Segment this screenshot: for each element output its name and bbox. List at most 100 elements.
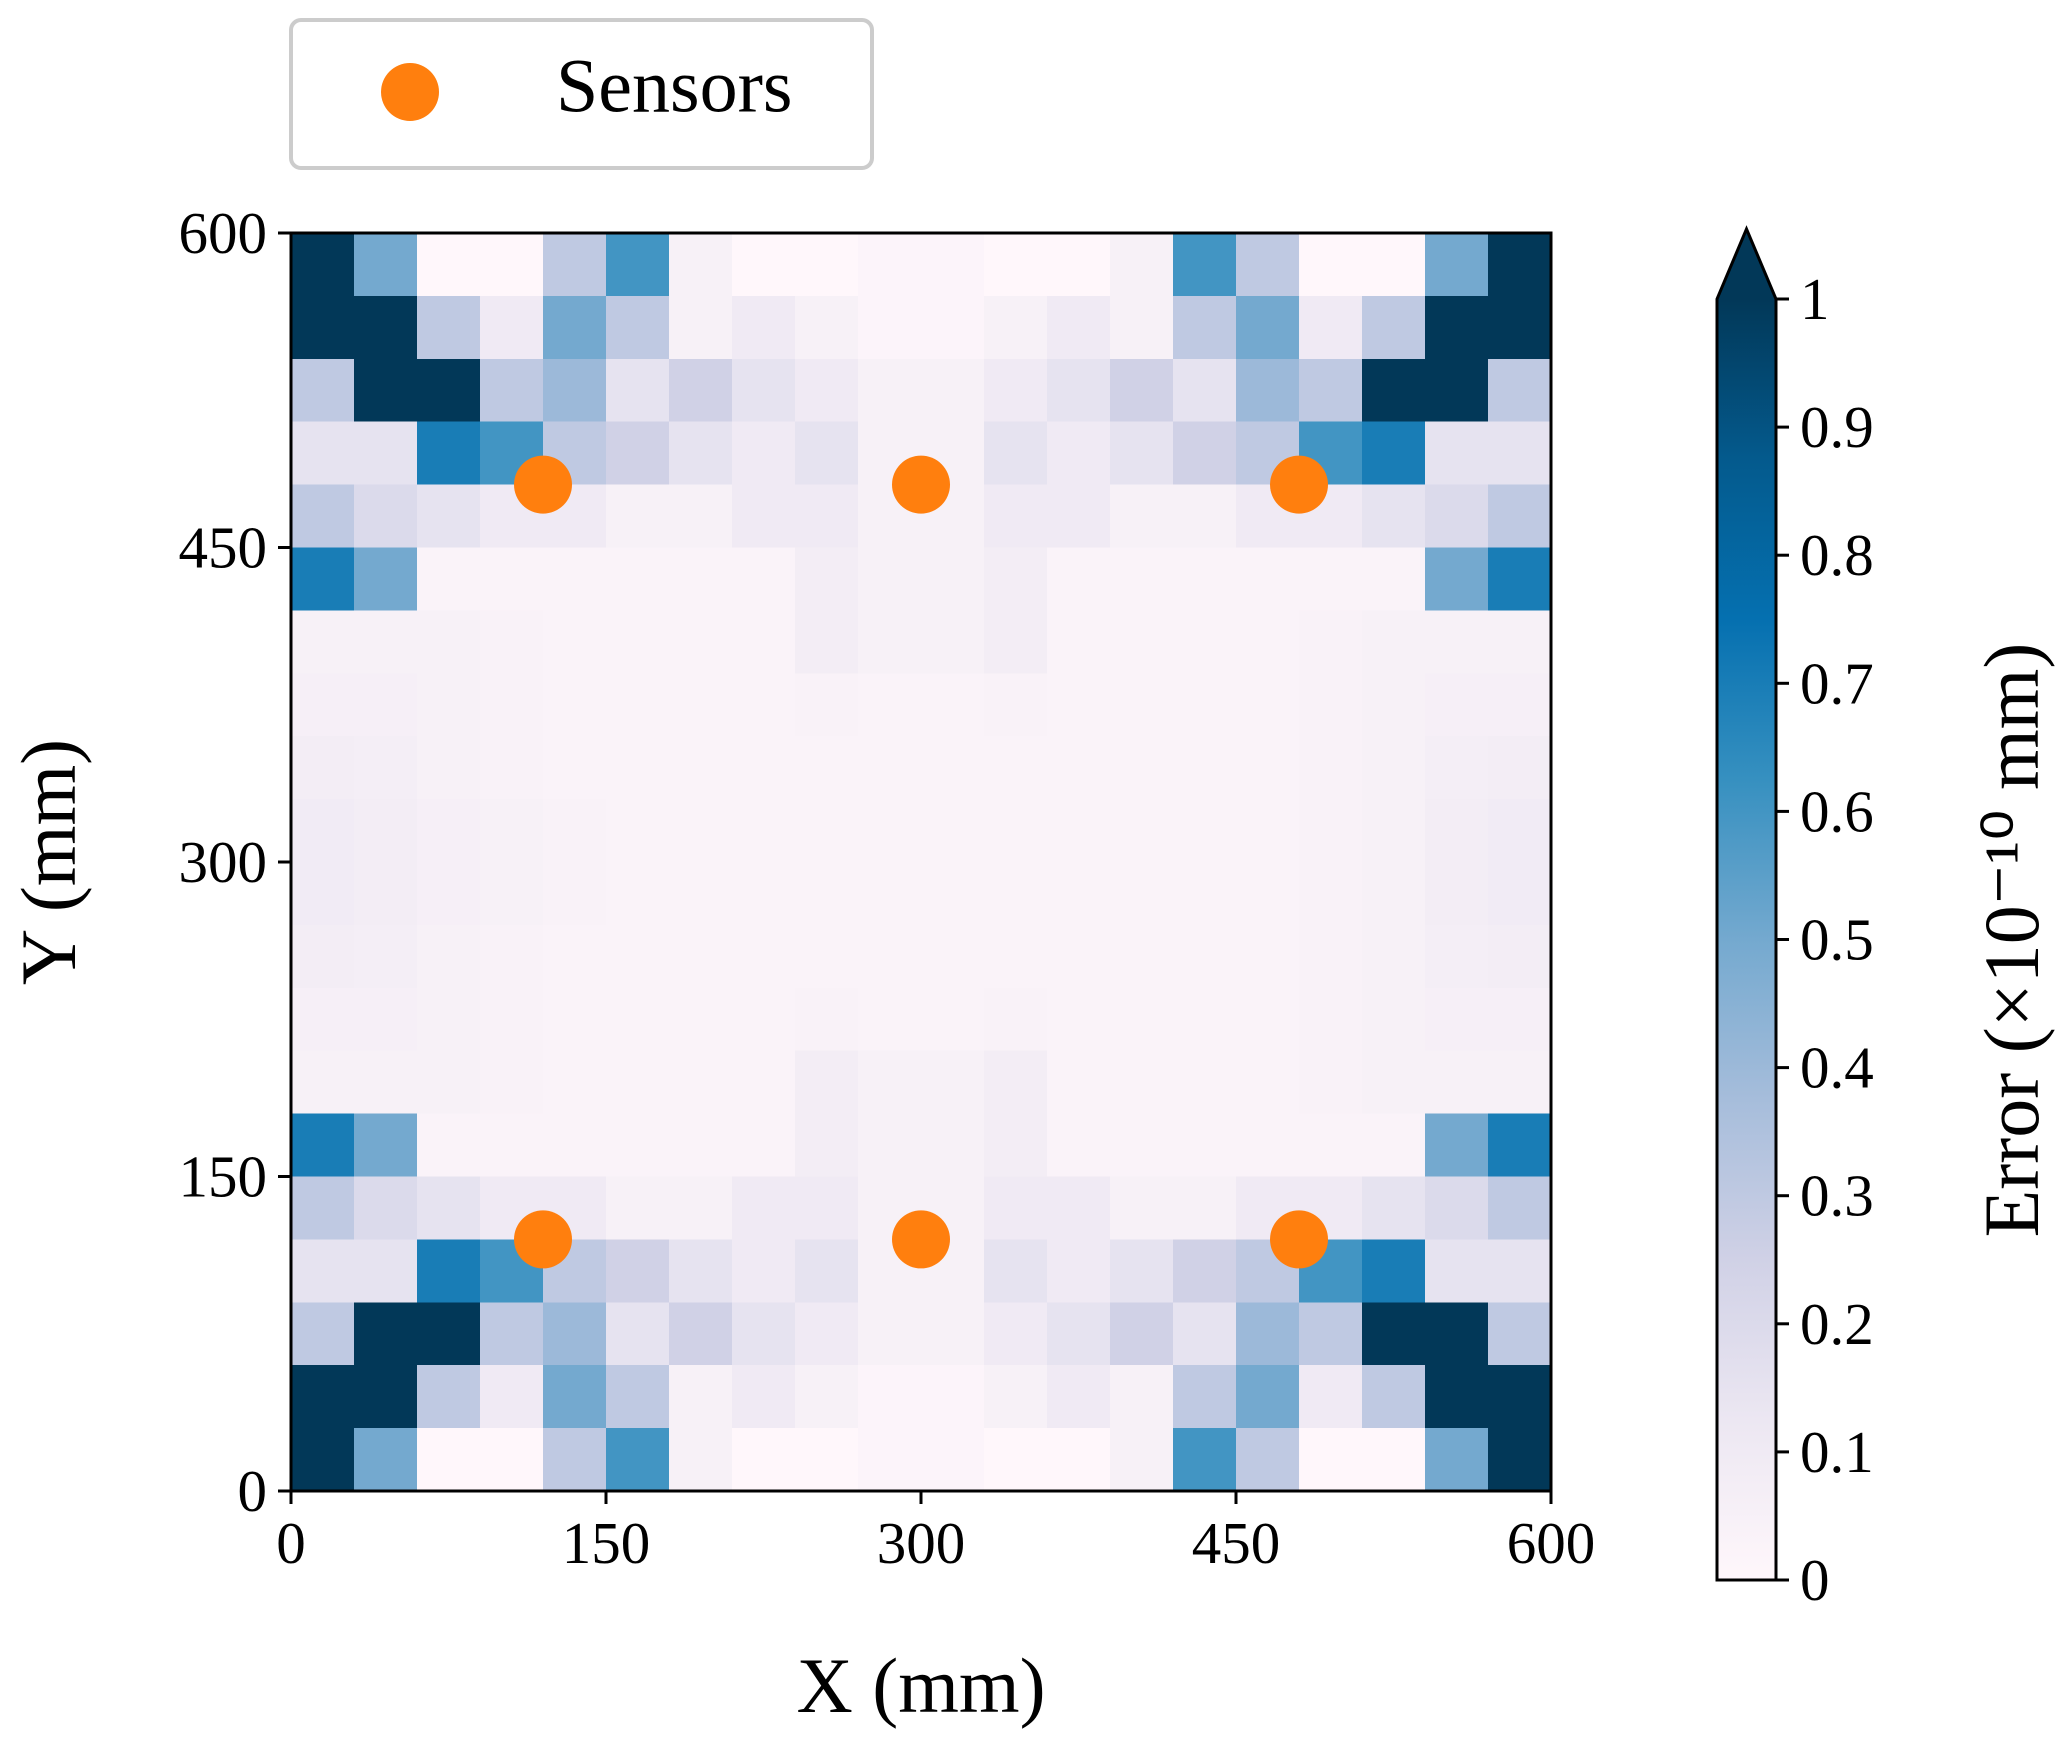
x-tick-label: 450 <box>1192 1510 1281 1576</box>
heatmap-cell <box>480 1428 544 1492</box>
heatmap-cell <box>732 987 796 1052</box>
heatmap-cell <box>669 1365 733 1429</box>
heatmap-cell <box>732 1050 796 1115</box>
heatmap-cell <box>1425 484 1489 549</box>
heatmap-cell <box>354 987 418 1052</box>
heatmap-cell <box>1110 1428 1174 1492</box>
y-tick-label: 300 <box>179 829 268 895</box>
heatmap-cell <box>354 1239 418 1303</box>
heatmap-cell <box>606 1176 670 1240</box>
heatmap-cell <box>1299 547 1363 611</box>
heatmap-cell <box>354 924 418 989</box>
heatmap-cell <box>1110 987 1174 1052</box>
heatmap-cell <box>1110 421 1174 486</box>
heatmap-cell <box>1299 610 1363 674</box>
heatmap-cell <box>1236 233 1300 297</box>
heatmap-cell <box>984 1050 1048 1115</box>
heatmap-cell <box>732 1176 796 1240</box>
sensor-point <box>1270 455 1328 514</box>
heatmap-cell <box>732 358 796 423</box>
heatmap-cell <box>543 233 607 297</box>
heatmap-cell <box>1047 673 1111 737</box>
heatmap-cell <box>1047 233 1111 297</box>
heatmap-cell <box>606 1428 670 1492</box>
heatmap-cell <box>984 799 1048 863</box>
heatmap-cell <box>1236 547 1300 611</box>
heatmap-cell <box>921 1365 985 1429</box>
heatmap-cell <box>858 295 922 360</box>
heatmap-cell <box>480 233 544 297</box>
sensor-point <box>892 455 950 514</box>
legend-label: Sensors <box>556 44 792 128</box>
heatmap-cell <box>291 295 355 360</box>
heatmap-cell <box>1425 421 1489 486</box>
heatmap-cell <box>1110 924 1174 989</box>
heatmap-cell <box>417 1302 481 1366</box>
heatmap-cell <box>1110 547 1174 611</box>
heatmap-cell <box>1488 1239 1552 1303</box>
heatmap-cell <box>354 610 418 674</box>
heatmap-cell <box>858 358 922 423</box>
heatmap-cell <box>732 736 796 800</box>
heatmap-cell <box>480 799 544 863</box>
heatmap-cell <box>795 1050 859 1115</box>
heatmap-cell <box>858 987 922 1052</box>
heatmap-cell <box>1299 1365 1363 1429</box>
heatmap-cell <box>606 358 670 423</box>
heatmap-cell <box>1173 421 1237 486</box>
heatmap-cell <box>1488 799 1552 863</box>
heatmap-cell <box>984 1176 1048 1240</box>
heatmap-cell <box>1362 1365 1426 1429</box>
heatmap-cell <box>291 799 355 863</box>
heatmap-cell <box>1488 1428 1552 1492</box>
heatmap-cell <box>1173 484 1237 549</box>
heatmap-cell <box>543 987 607 1052</box>
heatmap-cell <box>1236 924 1300 989</box>
heatmap-cell <box>1362 484 1426 549</box>
heatmap-cell <box>1299 1302 1363 1366</box>
heatmap-cell <box>543 736 607 800</box>
heatmap-cell <box>1425 1113 1489 1178</box>
heatmap-cell <box>1047 799 1111 863</box>
heatmap-cell <box>1047 1176 1111 1240</box>
heatmap-cell <box>543 610 607 674</box>
heatmap-cell <box>669 987 733 1052</box>
x-axis-label: X (mm) <box>796 1642 1045 1729</box>
heatmap-cell <box>606 987 670 1052</box>
heatmap-cell <box>921 924 985 989</box>
heatmap-cell <box>795 1302 859 1366</box>
heatmap-cell <box>1047 547 1111 611</box>
heatmap-cell <box>1047 484 1111 549</box>
heatmap-cell <box>1236 610 1300 674</box>
heatmap-cell <box>543 1365 607 1429</box>
heatmap-cell <box>1110 233 1174 297</box>
heatmap-cell <box>480 358 544 423</box>
heatmap-cell <box>921 736 985 800</box>
heatmap-cell <box>669 295 733 360</box>
heatmap-cell <box>1425 924 1489 989</box>
heatmap-cell <box>1173 1113 1237 1178</box>
y-tick-label: 150 <box>179 1144 268 1210</box>
heatmap-cell <box>291 1176 355 1240</box>
heatmap-cell <box>606 610 670 674</box>
heatmap-cell <box>417 799 481 863</box>
heatmap-cell <box>1488 547 1552 611</box>
colorbar <box>1717 299 1776 1580</box>
heatmap-cell <box>291 924 355 989</box>
colorbar-frame <box>1715 225 1778 1582</box>
heatmap-cell <box>1362 1239 1426 1303</box>
heatmap-cell <box>1362 1176 1426 1240</box>
heatmap-cell <box>417 1113 481 1178</box>
heatmap-cell <box>1047 736 1111 800</box>
heatmap-cell <box>1362 924 1426 989</box>
colorbar-tick-label: 0.5 <box>1800 907 1874 973</box>
heatmap-cell <box>1425 673 1489 737</box>
heatmap-cell <box>1362 547 1426 611</box>
heatmap-cell <box>732 1428 796 1492</box>
heatmap-cell <box>1047 1113 1111 1178</box>
heatmap-cell <box>984 358 1048 423</box>
heatmap-cell <box>1488 924 1552 989</box>
heatmap-cell <box>1236 1113 1300 1178</box>
heatmap-cell <box>732 673 796 737</box>
heatmap-cell <box>543 1302 607 1366</box>
